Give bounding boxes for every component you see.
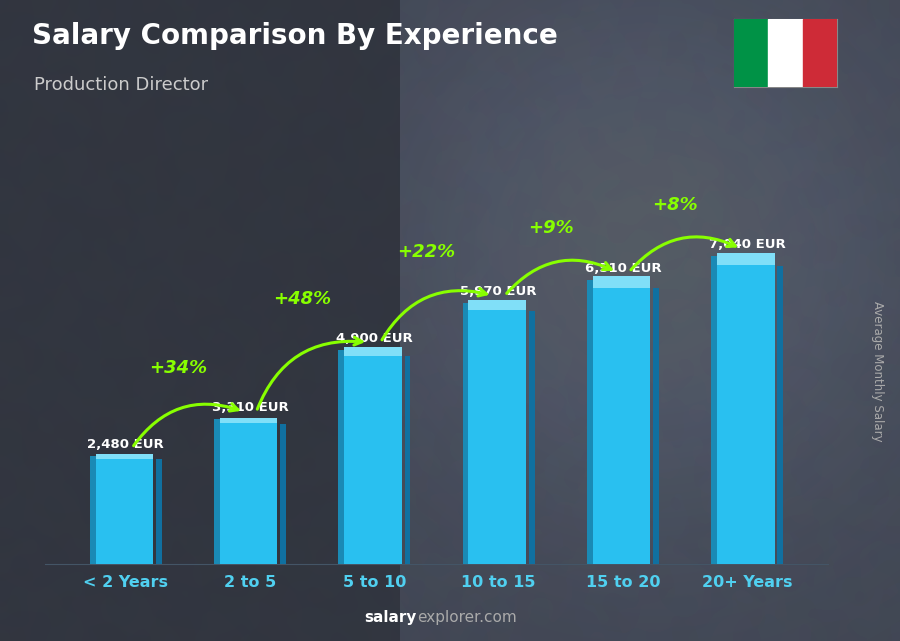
- Bar: [90, 456, 95, 564]
- Bar: [711, 256, 717, 564]
- Bar: [529, 311, 535, 564]
- Text: 5,970 EUR: 5,970 EUR: [461, 285, 537, 298]
- Text: +9%: +9%: [528, 219, 573, 237]
- Bar: [734, 19, 768, 87]
- Text: salary: salary: [364, 610, 417, 625]
- Bar: [344, 350, 401, 564]
- Text: 2,480 EUR: 2,480 EUR: [87, 438, 164, 451]
- Bar: [717, 256, 775, 564]
- Bar: [95, 454, 153, 459]
- Text: explorer.com: explorer.com: [417, 610, 517, 625]
- Bar: [593, 276, 651, 288]
- Text: Average Monthly Salary: Average Monthly Salary: [871, 301, 884, 442]
- Text: +22%: +22%: [398, 243, 455, 261]
- Bar: [587, 279, 593, 564]
- Bar: [280, 424, 286, 564]
- Bar: [220, 418, 277, 424]
- Bar: [778, 265, 783, 564]
- Bar: [653, 288, 659, 564]
- Bar: [803, 19, 837, 87]
- Bar: [468, 303, 526, 564]
- Text: Salary Comparison By Experience: Salary Comparison By Experience: [32, 22, 557, 51]
- Text: 3,310 EUR: 3,310 EUR: [212, 401, 288, 415]
- Text: +8%: +8%: [652, 196, 698, 214]
- Bar: [717, 253, 775, 265]
- Text: +34%: +34%: [148, 359, 207, 377]
- Text: 6,510 EUR: 6,510 EUR: [585, 262, 662, 274]
- Bar: [220, 419, 277, 564]
- Text: Production Director: Production Director: [34, 76, 208, 94]
- Bar: [468, 300, 526, 310]
- Bar: [593, 279, 651, 564]
- Text: +48%: +48%: [274, 290, 331, 308]
- Bar: [95, 456, 153, 564]
- Bar: [344, 347, 401, 356]
- Bar: [768, 19, 803, 87]
- Bar: [405, 356, 410, 564]
- Bar: [338, 350, 344, 564]
- Text: 7,040 EUR: 7,040 EUR: [709, 238, 786, 251]
- Bar: [214, 419, 220, 564]
- Bar: [156, 459, 162, 564]
- Text: 4,900 EUR: 4,900 EUR: [336, 332, 413, 345]
- Bar: [463, 303, 468, 564]
